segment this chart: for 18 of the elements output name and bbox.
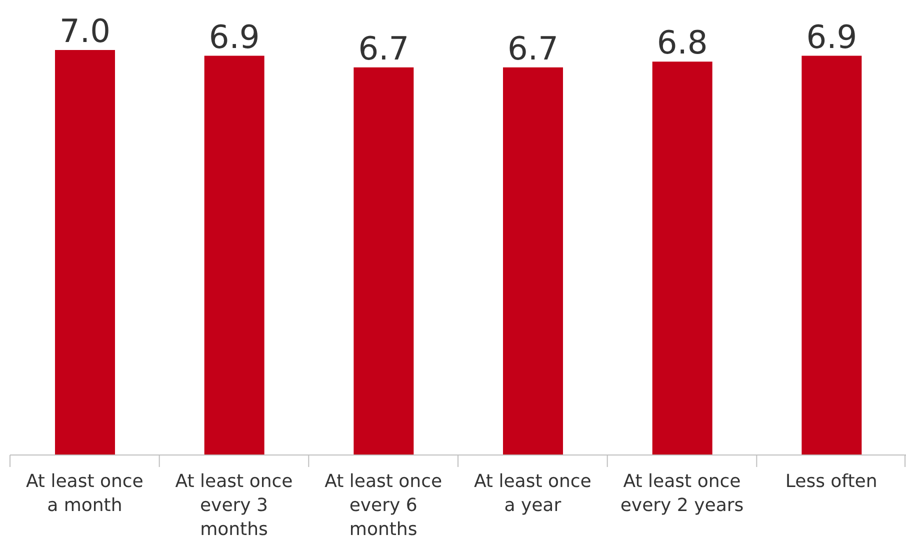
x-tick-label: At least once every 2 years: [620, 471, 744, 516]
x-tick-label: At least once every 6 months: [324, 471, 442, 540]
data-label: 6.8: [656, 24, 708, 62]
data-label: 6.7: [358, 29, 410, 68]
bar: [354, 67, 414, 455]
data-label: 6.7: [508, 29, 558, 68]
data-label: 6.9: [806, 18, 858, 56]
x-tick-label: At least once a year: [474, 471, 592, 516]
bar: [503, 67, 563, 455]
bar: [204, 56, 264, 455]
data-label: 7.0: [60, 12, 110, 50]
bar: [652, 62, 712, 455]
bar: [55, 50, 115, 455]
bar: [802, 56, 862, 455]
data-label: 6.9: [208, 18, 260, 56]
x-tick-label: Less often: [785, 471, 878, 492]
x-tick-label: At least once every 3 months: [175, 471, 293, 540]
x-tick-label: At least once a month: [26, 471, 144, 516]
